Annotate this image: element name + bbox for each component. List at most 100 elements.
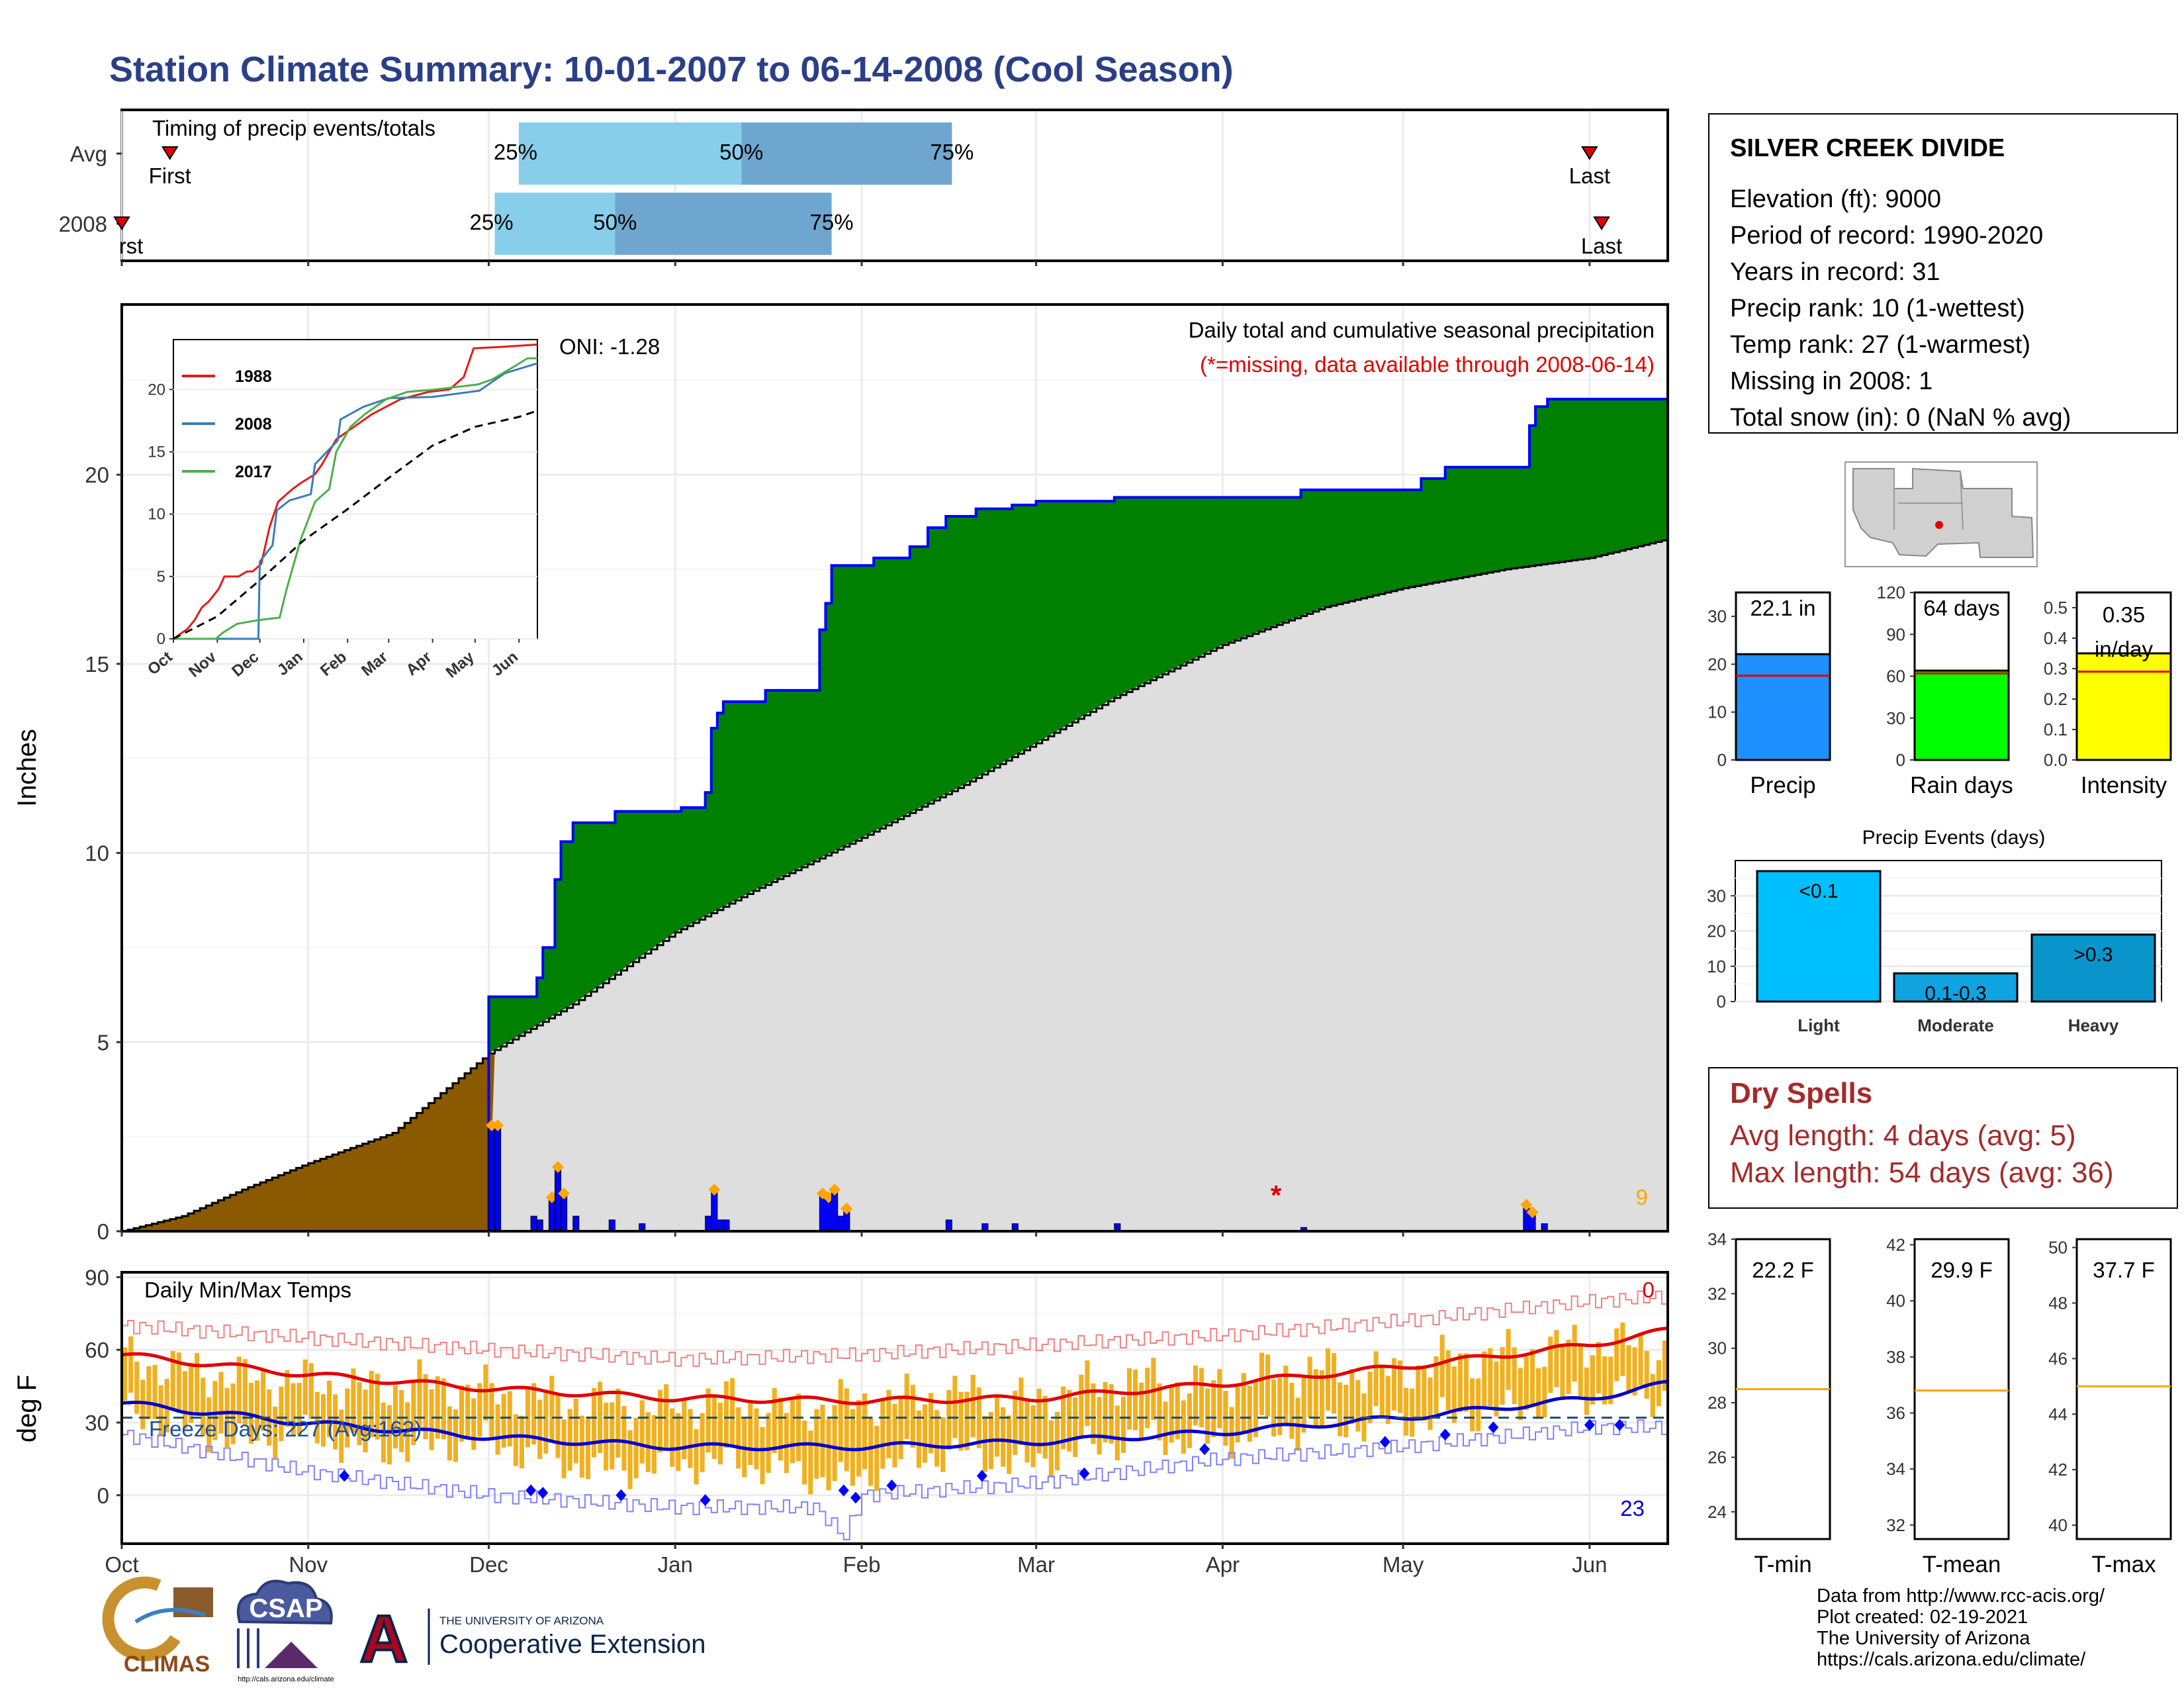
summary-ytick-label: 30 — [1707, 606, 1727, 626]
daily-temp-bar — [1529, 1349, 1535, 1405]
temp-max-count: 0 — [1643, 1278, 1655, 1302]
station-line: Temp rank: 27 (1-warmest) — [1730, 331, 2030, 359]
daily-temp-bar — [543, 1391, 549, 1454]
daily-temp-bar — [555, 1395, 561, 1458]
daily-temp-bar — [519, 1415, 524, 1469]
station-line: Elevation (ft): 9000 — [1730, 185, 1941, 213]
daily-temp-bar — [1500, 1347, 1505, 1405]
daily-temp-bar — [934, 1410, 940, 1467]
timing-bar-25-50 — [518, 122, 742, 185]
summary-value-label: 0.35 — [2103, 602, 2145, 627]
station-line: Period of record: 1990-2020 — [1730, 222, 2043, 250]
events-bar-label: Heavy — [2068, 1015, 2119, 1035]
daily-temp-bar — [495, 1404, 500, 1455]
daily-temp-bar — [1596, 1342, 1602, 1394]
daily-temp-bar — [844, 1388, 849, 1472]
daily-temp-bar — [1205, 1388, 1210, 1444]
daily-temp-bar — [651, 1415, 657, 1474]
timing-p50-label: 50% — [593, 210, 637, 234]
record-low-marker — [1439, 1429, 1451, 1441]
daily-temp-bar — [1422, 1366, 1427, 1421]
daily-temp-bar — [1097, 1397, 1102, 1455]
precip-panel: 0 5 10 15 20 Inches Daily total and cumulati… — [13, 303, 1669, 1244]
daily-temp-bar — [164, 1379, 169, 1432]
daily-temp-bar — [302, 1359, 308, 1415]
daily-temp-bar — [1506, 1329, 1511, 1390]
temp-bar-ytick-label: 32 — [1886, 1515, 1905, 1535]
station-line: Total snow (in): 0 (NaN % avg) — [1730, 404, 2071, 432]
avg-max-line — [121, 1327, 1668, 1405]
daily-temp-bar — [1512, 1347, 1517, 1405]
daily-temp-bar — [261, 1369, 266, 1431]
daily-temp-bar — [1445, 1350, 1451, 1411]
daily-temp-bar — [1457, 1353, 1463, 1413]
daily-temp-bar — [128, 1336, 134, 1393]
record-low-marker — [339, 1470, 350, 1482]
daily-temp-bar — [784, 1413, 789, 1474]
temp-bar-ytick-label: 42 — [2048, 1460, 2068, 1479]
daily-temp-bar — [1373, 1351, 1379, 1407]
timing-bar-25-50 — [494, 193, 615, 255]
missing-marker: * — [1271, 1180, 1282, 1211]
temp-bar-ytick-label: 48 — [2048, 1293, 2068, 1313]
daily-temp-bar — [212, 1381, 218, 1440]
daily-temp-bar — [1476, 1378, 1481, 1432]
daily-temp-bar — [399, 1389, 404, 1452]
daily-precip-bar — [945, 1219, 952, 1232]
daily-precip-bar — [536, 1219, 543, 1232]
x-tick-label: Apr — [1206, 1552, 1240, 1577]
daily-temp-bar — [688, 1409, 693, 1468]
daily-temp-bar — [1554, 1330, 1559, 1387]
inset-legend-label: 2008 — [235, 415, 272, 434]
daily-temp-bar — [645, 1412, 651, 1472]
temp-bar-ytick-label: 36 — [1886, 1403, 1905, 1423]
daily-temp-bar — [1433, 1356, 1439, 1414]
precip-event-marker — [558, 1187, 570, 1199]
daily-temp-bar — [850, 1409, 855, 1486]
daily-temp-bar — [1584, 1367, 1589, 1415]
summary-ytick-label: 0.2 — [2044, 689, 2068, 709]
daily-temp-bar — [1379, 1366, 1385, 1417]
daily-temp-bar — [579, 1415, 584, 1478]
daily-temp-bar — [958, 1391, 964, 1451]
daily-temp-bar — [1048, 1420, 1054, 1478]
daily-temp-bar — [711, 1395, 717, 1459]
record-max-line — [122, 1290, 1668, 1367]
daily-temp-bar — [1662, 1340, 1667, 1391]
timing-row-label: 2008 — [59, 212, 107, 236]
daily-precip-bar — [705, 1215, 712, 1232]
daily-temp-bar — [507, 1391, 512, 1447]
daily-temp-bar — [1331, 1353, 1337, 1414]
daily-temp-bar — [670, 1408, 675, 1467]
daily-temp-bar — [976, 1387, 981, 1448]
daily-temp-bar — [1325, 1348, 1330, 1411]
daily-temp-bar — [838, 1379, 843, 1462]
timing-p75-label: 75% — [810, 210, 854, 234]
daily-temp-bar — [158, 1385, 163, 1437]
daily-temp-bar — [916, 1410, 921, 1468]
daily-precip-bar — [608, 1219, 615, 1232]
temp-bar-ytick-label: 40 — [2048, 1515, 2068, 1535]
daily-temp-bar — [1488, 1348, 1493, 1407]
daily-temp-bar — [820, 1405, 825, 1477]
daily-temp-bar — [736, 1407, 741, 1469]
temp-ylabel: deg F — [13, 1375, 42, 1442]
daily-temp-bar — [206, 1397, 212, 1453]
dry-spells-max: Max length: 54 days (avg: 36) — [1730, 1156, 2114, 1189]
daily-temp-bar — [405, 1402, 410, 1462]
daily-precip-bar — [554, 1166, 562, 1232]
daily-temp-bar — [610, 1402, 615, 1470]
daily-temp-bar — [1338, 1382, 1343, 1436]
daily-temp-bar — [1578, 1344, 1583, 1397]
summary-ytick-label: 0 — [1717, 750, 1727, 770]
daily-temp-bar — [657, 1389, 663, 1453]
daily-temp-bar — [1277, 1378, 1283, 1435]
daily-temp-bar — [477, 1383, 482, 1437]
summary-ytick-label: 0.4 — [2044, 628, 2068, 648]
daily-temp-bar — [796, 1393, 801, 1462]
daily-temp-bar — [591, 1387, 597, 1458]
daily-temp-bar — [604, 1402, 609, 1471]
daily-temp-bar — [423, 1374, 428, 1440]
events-bar — [1893, 972, 2019, 1003]
